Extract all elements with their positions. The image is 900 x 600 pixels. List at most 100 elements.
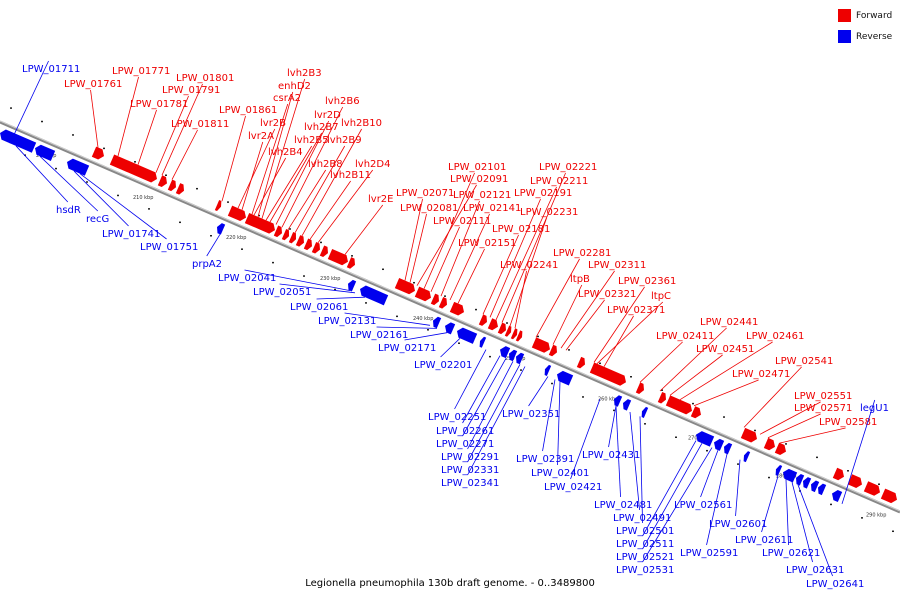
forward-gene[interactable] bbox=[167, 179, 178, 193]
forward-gene[interactable] bbox=[430, 293, 441, 307]
forward-gene[interactable] bbox=[774, 442, 788, 457]
forward-gene[interactable] bbox=[763, 437, 777, 452]
reverse-gene[interactable] bbox=[455, 326, 478, 344]
reverse-gene[interactable] bbox=[640, 406, 649, 418]
gene-label-prpa2[interactable]: prpA2 bbox=[192, 259, 222, 270]
gene-label-lpw-01801[interactable]: LPW_01801 bbox=[176, 73, 234, 84]
gene-label-lpw-02321[interactable]: LPW_02321 bbox=[578, 289, 636, 300]
gene-label-lvh2b3[interactable]: lvh2B3 bbox=[287, 68, 322, 79]
forward-gene[interactable] bbox=[832, 467, 846, 482]
reverse-gene[interactable] bbox=[514, 352, 525, 365]
forward-gene[interactable] bbox=[487, 318, 500, 332]
forward-gene[interactable] bbox=[449, 301, 466, 317]
gene-label-lpw-02051[interactable]: LPW_02051 bbox=[253, 287, 311, 298]
gene-label-ltpc[interactable]: ltpC bbox=[651, 291, 671, 302]
gene-label-lpw-02241[interactable]: LPW_02241 bbox=[500, 260, 558, 271]
gene-label-recg[interactable]: recG bbox=[86, 214, 109, 225]
gene-label-lpw-01811[interactable]: LPW_01811 bbox=[171, 119, 229, 130]
gene-label-lpw-02171[interactable]: LPW_02171 bbox=[378, 343, 436, 354]
forward-gene[interactable] bbox=[227, 205, 248, 223]
reverse-gene[interactable] bbox=[507, 349, 518, 362]
gene-label-lpw-02101[interactable]: LPW_02101 bbox=[448, 162, 506, 173]
gene-label-csra2[interactable]: csrA2 bbox=[273, 93, 301, 104]
reverse-gene[interactable] bbox=[498, 345, 511, 359]
gene-label-lvh2b7[interactable]: lvh2B7 bbox=[304, 122, 339, 133]
forward-gene[interactable] bbox=[157, 175, 169, 188]
gene-label-lpw-02441[interactable]: LPW_02441 bbox=[700, 317, 758, 328]
gene-label-lpw-02281[interactable]: LPW_02281 bbox=[553, 248, 611, 259]
gene-label-lpw-02411[interactable]: LPW_02411 bbox=[656, 331, 714, 342]
forward-gene[interactable] bbox=[657, 391, 668, 405]
gene-label-lpw-02311[interactable]: LPW_02311 bbox=[588, 260, 646, 271]
forward-gene[interactable] bbox=[303, 238, 314, 252]
gene-label-lvh2b8[interactable]: lvh2B8 bbox=[308, 159, 343, 170]
gene-label-lpw-02271[interactable]: LPW_02271 bbox=[436, 439, 494, 450]
gene-label-lpw-01761[interactable]: LPW_01761 bbox=[64, 79, 122, 90]
gene-label-lpw-02091[interactable]: LPW_02091 bbox=[450, 174, 508, 185]
gene-label-lvh2b10[interactable]: lvh2B10 bbox=[341, 118, 382, 129]
forward-gene[interactable] bbox=[675, 399, 694, 416]
gene-label-lpw-02251[interactable]: LPW_02251 bbox=[428, 412, 486, 423]
gene-label-lpw-02121[interactable]: LPW_02121 bbox=[453, 190, 511, 201]
gene-label-lpw-01861[interactable]: LPW_01861 bbox=[219, 105, 277, 116]
gene-label-lpw-02191[interactable]: LPW_02191 bbox=[514, 188, 572, 199]
forward-gene[interactable] bbox=[478, 314, 489, 327]
gene-label-lpw-02081[interactable]: LPW_02081 bbox=[400, 203, 458, 214]
reverse-gene[interactable] bbox=[694, 430, 715, 447]
reverse-gene[interactable] bbox=[346, 279, 357, 292]
gene-label-lpw-02161[interactable]: LPW_02161 bbox=[350, 330, 408, 341]
reverse-gene[interactable] bbox=[712, 437, 725, 451]
reverse-gene[interactable] bbox=[443, 321, 456, 335]
reverse-gene[interactable] bbox=[742, 450, 751, 463]
gene-label-lpw-02201[interactable]: LPW_02201 bbox=[414, 360, 472, 371]
gene-label-lpw-01791[interactable]: LPW_01791 bbox=[162, 85, 220, 96]
gene-label-lpw-02631[interactable]: LPW_02631 bbox=[786, 565, 844, 576]
gene-label-lpw-02611[interactable]: LPW_02611 bbox=[735, 535, 793, 546]
gene-label-lvh2b6[interactable]: lvh2B6 bbox=[325, 96, 360, 107]
gene-label-lpw-02361[interactable]: LPW_02361 bbox=[618, 276, 676, 287]
forward-gene[interactable] bbox=[690, 406, 703, 420]
reverse-gene[interactable] bbox=[621, 398, 632, 411]
forward-gene[interactable] bbox=[91, 146, 106, 161]
gene-label-lpw-02461[interactable]: LPW_02461 bbox=[746, 331, 804, 342]
reverse-gene[interactable] bbox=[830, 488, 843, 503]
forward-gene[interactable] bbox=[175, 183, 186, 196]
gene-label-lvh2b5[interactable]: lvh2B5 bbox=[294, 135, 329, 146]
forward-gene[interactable] bbox=[438, 297, 449, 310]
forward-gene[interactable] bbox=[863, 481, 882, 497]
gene-label-lpw-02471[interactable]: LPW_02471 bbox=[732, 369, 790, 380]
forward-gene[interactable] bbox=[288, 232, 298, 244]
forward-gene[interactable] bbox=[214, 199, 223, 212]
gene-label-lpw-02451[interactable]: LPW_02451 bbox=[696, 344, 754, 355]
forward-gene[interactable] bbox=[635, 382, 646, 395]
gene-label-lpw-02371[interactable]: LPW_02371 bbox=[607, 305, 665, 316]
gene-label-lpw-02531[interactable]: LPW_02531 bbox=[616, 565, 674, 576]
forward-gene[interactable] bbox=[531, 337, 552, 354]
gene-label-lpw-02571[interactable]: LPW_02571 bbox=[794, 403, 852, 414]
reverse-gene[interactable] bbox=[809, 479, 820, 493]
gene-label-lpw-02561[interactable]: LPW_02561 bbox=[674, 500, 732, 511]
forward-gene[interactable] bbox=[576, 356, 587, 370]
forward-gene[interactable] bbox=[497, 322, 508, 336]
gene-label-lpw-02061[interactable]: LPW_02061 bbox=[290, 302, 348, 313]
gene-label-lpw-02211[interactable]: LPW_02211 bbox=[530, 176, 588, 187]
gene-label-enhd2[interactable]: enhD2 bbox=[278, 81, 311, 92]
gene-label-lpw-02421[interactable]: LPW_02421 bbox=[544, 482, 602, 493]
reverse-gene[interactable] bbox=[722, 442, 733, 455]
gene-label-ltpb[interactable]: ltpB bbox=[570, 274, 590, 285]
reverse-gene[interactable] bbox=[0, 128, 37, 153]
gene-label-lpw-02341[interactable]: LPW_02341 bbox=[441, 478, 499, 489]
gene-label-lvh2b11[interactable]: lvh2B11 bbox=[330, 170, 371, 181]
forward-gene[interactable] bbox=[311, 242, 322, 255]
gene-label-lpw-02621[interactable]: LPW_02621 bbox=[762, 548, 820, 559]
reverse-gene[interactable] bbox=[33, 143, 56, 162]
forward-gene[interactable] bbox=[548, 344, 559, 358]
reverse-gene[interactable] bbox=[215, 222, 226, 235]
gene-label-lpw-02041[interactable]: LPW_02041 bbox=[218, 273, 276, 284]
reverse-gene[interactable] bbox=[543, 364, 552, 376]
gene-label-lpw-02591[interactable]: LPW_02591 bbox=[680, 548, 738, 559]
gene-label-hsdr[interactable]: hsdR bbox=[56, 205, 81, 216]
reverse-gene[interactable] bbox=[478, 336, 487, 348]
gene-label-legu1[interactable]: legU1 bbox=[860, 403, 889, 414]
gene-label-lpw-02541[interactable]: LPW_02541 bbox=[775, 356, 833, 367]
